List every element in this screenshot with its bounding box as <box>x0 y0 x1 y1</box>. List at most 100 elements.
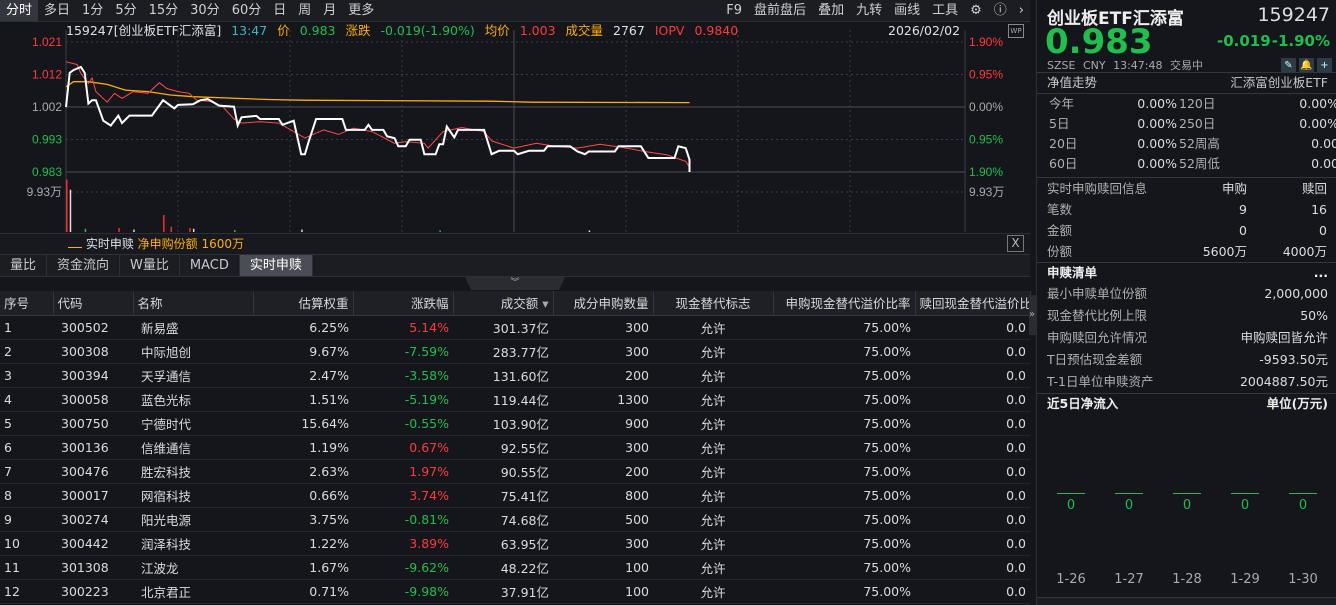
tab-fund-flow[interactable]: 资金流向 <box>47 255 121 276</box>
redemption-premium: 0.0 <box>915 363 1030 388</box>
component-quantity: 300 <box>553 315 653 340</box>
tab-volume-ratio[interactable]: 量比 <box>0 255 48 276</box>
flow-header: 近5日净流入 单位(万元) <box>1037 394 1336 414</box>
net-inflow-chart: 0 1-26 0 1-27 0 1-28 0 1-29 0 1-30 <box>1037 480 1336 590</box>
bell-icon[interactable]: 🔔 <box>1299 58 1314 73</box>
tab-realtime-subscription[interactable]: 实时申赎 <box>239 255 313 276</box>
table-row[interactable]: 4 300058 蓝色光标 1.51% -5.19% 119.44亿 1300 允许 75.00… <box>0 387 1030 412</box>
period-tab[interactable]: 多日 <box>44 3 71 18</box>
period-tab[interactable]: 分时 <box>0 0 39 21</box>
intraday-chart[interactable]: 1.021 1.90% 1.012 0.95% 1.002 0.00% 0.993 0.95%… <box>0 30 1030 233</box>
table-row[interactable]: 10 300442 润泽科技 1.22% 3.89% 63.95亿 300 允许 75.00% 0… <box>0 531 1030 556</box>
sr-value: 5600万 <box>1202 244 1247 259</box>
row-index: 10 <box>0 531 53 556</box>
row-index: 1 <box>0 315 53 340</box>
overlay-button[interactable]: 叠加 <box>818 3 845 18</box>
column-header[interactable]: 名称 <box>133 291 254 316</box>
list-value: 2,000,000 <box>1264 286 1328 301</box>
period-tab[interactable]: 15分 <box>148 3 179 18</box>
period-tab[interactable]: 日 <box>273 3 287 18</box>
period-tab[interactable]: 周 <box>298 3 312 18</box>
wp-icon[interactable]: WP <box>1008 24 1024 38</box>
nav-value: 0.00% <box>1299 116 1336 131</box>
table-row[interactable]: 5 300750 宁德时代 15.64% -0.55% 103.90亿 900 允许 75.00… <box>0 411 1030 436</box>
column-header[interactable]: 申购现金替代溢价比率 <box>773 291 916 316</box>
gear-icon[interactable]: ⚙ <box>970 3 982 18</box>
tab-macd[interactable]: MACD <box>180 255 240 276</box>
sr-value: 0 <box>1239 223 1247 238</box>
stock-name: 新易盛 <box>133 315 253 340</box>
period-tab[interactable]: 更多 <box>348 3 375 18</box>
more-icon[interactable]: ... <box>1313 265 1328 280</box>
chevron-down-icon[interactable]: ︾ <box>465 277 565 290</box>
nav-row: 5日 0.00% 250日 0.00% <box>1037 114 1336 134</box>
nav-period: 120日 <box>1179 96 1216 111</box>
nav-value: 0.00% <box>1299 96 1336 111</box>
plus-icon[interactable]: + <box>1317 58 1332 73</box>
list-row: T-1日单位申赎资产 2004887.50元 <box>1037 371 1336 393</box>
f9-button[interactable]: F9 <box>726 3 743 18</box>
period-tab[interactable]: 30分 <box>190 3 220 18</box>
column-header[interactable]: 代码 <box>53 291 134 316</box>
table-row[interactable]: 12 300223 北京君正 0.71% -9.98% 37.91亿 100 允许 75.00%… <box>0 579 1030 604</box>
column-header[interactable]: 序号 <box>0 291 54 316</box>
row-index: 11 <box>0 555 53 580</box>
net-subscription-value: 1600万 <box>201 237 245 251</box>
tab-w-volume-ratio[interactable]: W量比 <box>120 255 180 276</box>
list-value: 2004887.50元 <box>1239 374 1328 389</box>
y-tick-left: 1.002 <box>32 100 62 114</box>
nav-value: 0.00% <box>1137 116 1177 131</box>
table-row[interactable]: 3 300394 天孚通信 2.47% -3.58% 131.60亿 200 允许 75.00%… <box>0 363 1030 388</box>
pre-post-market-button[interactable]: 盘前盘后 <box>754 3 807 18</box>
tools-button[interactable]: 工具 <box>932 3 959 18</box>
help-icon[interactable]: ⓘ <box>993 3 1007 18</box>
period-tab[interactable]: 月 <box>323 3 337 18</box>
volume-value: 2767 <box>613 23 645 38</box>
turnover: 103.90亿 <box>453 411 553 436</box>
nav-value: 0.00% <box>1137 136 1177 151</box>
turnover: 301.37亿 <box>453 315 553 340</box>
table-row[interactable]: 1 300502 新易盛 6.25% 5.14% 301.37亿 300 允许 75.00% 0.… <box>0 315 1030 340</box>
table-row[interactable]: 8 300017 网宿科技 0.66% 3.74% 75.41亿 800 允许 75.00% 0.… <box>0 483 1030 508</box>
period-tab[interactable]: 1分 <box>82 3 104 18</box>
table-row[interactable]: 9 300274 阳光电源 3.75% -0.81% 74.68亿 500 允许 75.00% 0… <box>0 507 1030 532</box>
component-quantity: 300 <box>553 435 653 460</box>
nav-grid: 今年 0.00% 120日 0.00% 5日 0.00% 250日 0.00% 20日 0.00%… <box>1037 93 1336 174</box>
nine-turn-button[interactable]: 九转 <box>856 3 883 18</box>
weight: 2.63% <box>253 459 353 484</box>
table-row[interactable]: 11 301308 江波龙 1.67% -9.62% 48.22亿 100 允许 75.00% 0… <box>0 555 1030 580</box>
panel-collapse-handle[interactable]: ︾ <box>0 277 1030 290</box>
table-row[interactable]: 6 300136 信维通信 1.19% 0.67% 92.55亿 300 允许 75.00% 0.… <box>0 435 1030 460</box>
redemption-premium: 0.0 <box>915 315 1030 340</box>
subscription-premium: 75.00% <box>773 339 915 364</box>
edit-icon[interactable]: ✎ <box>1281 58 1296 73</box>
chevron-right-icon[interactable]: › <box>1018 3 1024 18</box>
stock-code: 300136 <box>53 435 133 460</box>
table-row[interactable]: 7 300476 胜宏科技 2.63% 1.97% 90.55亿 200 允许 75.00% 0.… <box>0 459 1030 484</box>
column-header[interactable]: 涨跌幅 <box>353 291 454 316</box>
nav-value: 0.00% <box>1137 96 1177 111</box>
sr-col-subscribe: 申购 <box>1221 181 1247 196</box>
column-header[interactable]: 成分申购数量 <box>553 291 654 316</box>
column-header[interactable]: 赎回现金替代溢价比 <box>915 291 1031 316</box>
table-row[interactable]: 2 300308 中际旭创 9.67% -7.59% 283.77亿 300 允许 75.00%… <box>0 339 1030 364</box>
column-header[interactable]: 估算权重 <box>253 291 354 316</box>
close-icon[interactable]: X <box>1007 235 1024 252</box>
column-header[interactable]: 成交额 ▾ <box>453 291 554 316</box>
redemption-premium: 0.0 <box>915 339 1030 364</box>
cash-substitute-flag: 允许 <box>653 459 773 484</box>
turnover: 37.91亿 <box>453 579 553 604</box>
cash-substitute-flag: 允许 <box>653 531 773 556</box>
expand-panel-icon[interactable]: » <box>1029 295 1037 335</box>
volume-bar <box>234 229 236 232</box>
cash-substitute-flag: 允许 <box>653 483 773 508</box>
inflow-date: 1-27 <box>1114 572 1144 587</box>
stock-code: 300274 <box>53 507 133 532</box>
row-index: 3 <box>0 363 53 388</box>
column-header[interactable]: 现金替代标志 <box>653 291 774 316</box>
row-index: 7 <box>0 459 53 484</box>
nav-row: 20日 0.00% 52周高 0.00 <box>1037 134 1336 154</box>
period-tab[interactable]: 5分 <box>115 3 137 18</box>
period-tab[interactable]: 60分 <box>231 3 262 18</box>
draw-line-button[interactable]: 画线 <box>894 3 921 18</box>
